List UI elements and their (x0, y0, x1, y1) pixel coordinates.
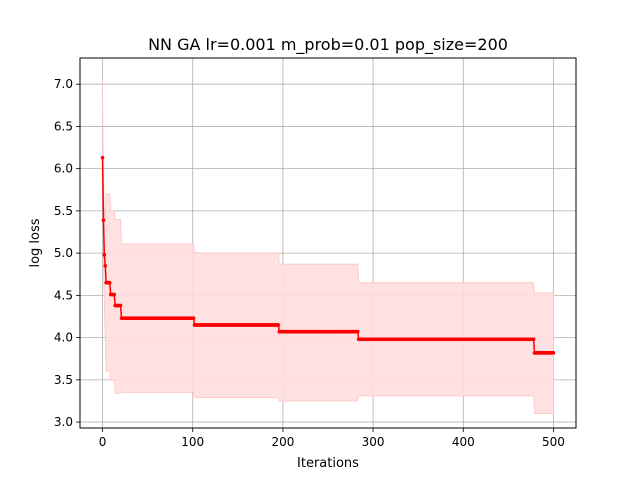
data-point (100, 155, 105, 160)
y-tick-label: 4.5 (54, 288, 73, 302)
data-point (551, 351, 556, 355)
y-tick-label: 5.0 (54, 246, 73, 260)
data-point (276, 323, 281, 327)
x-tick-label: 200 (271, 435, 294, 449)
data-point (107, 280, 112, 285)
series-markers (100, 155, 556, 355)
data-point (118, 303, 123, 308)
x-axis-ticks: 0 100 200 300 400 500 (99, 428, 565, 449)
data-point (101, 218, 106, 222)
y-axis-ticks: 3.0 3.5 4.0 4.5 5.0 5.5 6.0 6.5 7.0 (54, 77, 80, 429)
x-tick-label: 500 (542, 435, 565, 449)
data-point (102, 253, 107, 257)
plot-frame (79, 57, 577, 429)
chart-title: NN GA lr=0.001 m_prob=0.01 pop_size=200 (148, 35, 508, 55)
x-axis-label: Iterations (297, 456, 359, 471)
data-point (531, 337, 536, 342)
confidence-band (102, 79, 554, 415)
y-tick-label: 3.0 (54, 415, 73, 429)
x-tick-label: 100 (181, 435, 204, 449)
y-tick-label: 6.5 (54, 119, 73, 133)
x-tick-label: 400 (452, 435, 475, 449)
data-point (355, 329, 360, 334)
y-tick-label: 4.0 (54, 331, 73, 345)
y-tick-label: 6.0 (54, 162, 73, 176)
x-tick-label: 300 (362, 435, 385, 449)
data-point (191, 316, 196, 320)
x-tick-label: 0 (99, 435, 107, 449)
data-point (112, 292, 117, 297)
y-tick-label: 7.0 (54, 77, 73, 91)
y-tick-label: 5.5 (54, 204, 73, 218)
band-area (102, 79, 554, 415)
y-tick-label: 3.5 (54, 373, 73, 387)
data-point (103, 264, 108, 268)
y-axis-label: log loss (28, 218, 43, 267)
